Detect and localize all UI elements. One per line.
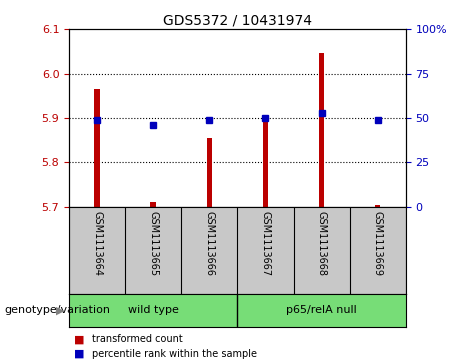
Text: ■: ■ xyxy=(74,334,84,344)
Text: GSM1113669: GSM1113669 xyxy=(372,211,383,276)
Title: GDS5372 / 10431974: GDS5372 / 10431974 xyxy=(163,14,312,28)
Bar xyxy=(150,203,156,207)
Bar xyxy=(237,294,406,327)
Text: p65/relA null: p65/relA null xyxy=(286,305,357,315)
Text: genotype/variation: genotype/variation xyxy=(5,305,111,315)
Text: GSM1113666: GSM1113666 xyxy=(204,211,214,276)
Text: transformed count: transformed count xyxy=(92,334,183,344)
Text: wild type: wild type xyxy=(128,305,179,315)
Bar xyxy=(263,116,268,207)
Bar xyxy=(319,53,325,207)
Text: GSM1113667: GSM1113667 xyxy=(260,211,271,276)
Bar xyxy=(207,138,212,207)
Text: percentile rank within the sample: percentile rank within the sample xyxy=(92,349,257,359)
Bar xyxy=(95,89,100,207)
Bar xyxy=(375,205,380,207)
Text: GSM1113668: GSM1113668 xyxy=(317,211,326,276)
Bar xyxy=(69,294,237,327)
Text: ▶: ▶ xyxy=(56,305,65,315)
Text: GSM1113664: GSM1113664 xyxy=(92,211,102,276)
Text: ■: ■ xyxy=(74,349,84,359)
Text: GSM1113665: GSM1113665 xyxy=(148,211,158,276)
